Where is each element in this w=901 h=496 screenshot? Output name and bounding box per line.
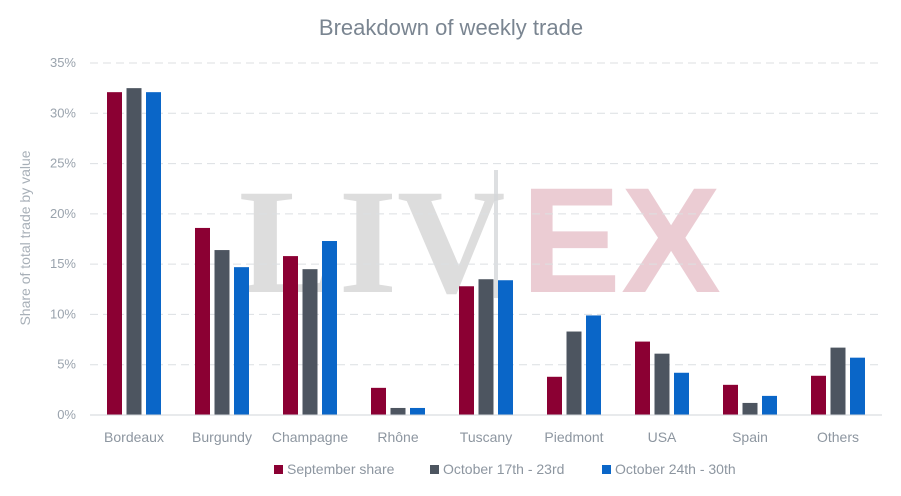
bar-champagne-series-1 [283, 256, 298, 415]
bar-usa-series-2 [654, 353, 670, 415]
bar-bordeaux-series-3 [146, 92, 161, 415]
bar-others-series-3 [850, 357, 865, 415]
bar-usa-series-3 [674, 372, 689, 415]
y-tick-label: 20% [50, 206, 76, 221]
y-axis-ticks: 0% 5% 10% 15% 20% 25% 30% 35% [50, 55, 76, 422]
x-category-label: Others [817, 429, 859, 445]
bar-rh-ne-series-2 [390, 407, 406, 415]
x-category-label: Spain [732, 429, 768, 445]
legend-swatch [602, 465, 611, 474]
y-tick-label: 0% [57, 407, 76, 422]
bar-bordeaux-series-1 [107, 92, 122, 415]
y-tick-label: 10% [50, 306, 76, 321]
bar-champagne-series-2 [302, 269, 318, 415]
legend-swatch [430, 465, 439, 474]
bar-piedmont-series-3 [586, 315, 601, 415]
y-tick-label: 15% [50, 256, 76, 271]
bar-burgundy-series-1 [195, 227, 210, 415]
x-axis-categories: Bordeaux Burgundy Champagne Rhône Tuscany Pie… [104, 429, 859, 445]
chart-title: Breakdown of weekly trade [319, 15, 583, 40]
bar-bordeaux-series-2 [126, 88, 142, 416]
y-tick-label: 35% [50, 55, 76, 70]
bar-piedmont-series-1 [547, 376, 562, 415]
x-category-label: USA [648, 429, 677, 445]
bar-spain-series-1 [723, 384, 738, 415]
bar-tuscany-series-1 [459, 286, 474, 415]
bar-spain-series-2 [742, 402, 758, 415]
legend-label: October 24th - 30th [615, 461, 736, 477]
bar-others-series-2 [830, 347, 846, 415]
bar-tuscany-series-2 [478, 279, 494, 415]
legend-label: September share [287, 461, 395, 477]
legend-swatch [274, 465, 283, 474]
y-tick-label: 30% [50, 105, 76, 120]
bars [107, 88, 865, 416]
legend: September share October 17th - 23rd Octobe… [274, 461, 736, 477]
watermark-divider [494, 170, 498, 298]
y-axis-label: Share of total trade by value [17, 150, 33, 325]
bar-burgundy-series-2 [214, 250, 230, 415]
bar-others-series-1 [811, 375, 826, 415]
y-tick-label: 25% [50, 156, 76, 171]
bar-spain-series-3 [762, 395, 777, 415]
watermark-ex: EX [521, 156, 721, 324]
x-category-label: Burgundy [192, 429, 252, 445]
bar-rh-ne-series-1 [371, 387, 386, 415]
bar-piedmont-series-2 [566, 331, 582, 415]
y-tick-label: 5% [57, 357, 76, 372]
bar-rh-ne-series-3 [410, 407, 425, 415]
x-category-label: Bordeaux [104, 429, 164, 445]
bar-tuscany-series-3 [498, 280, 513, 415]
bar-champagne-series-3 [322, 241, 337, 415]
bar-usa-series-1 [635, 341, 650, 415]
x-category-label: Rhône [377, 429, 418, 445]
legend-label: October 17th - 23rd [443, 461, 564, 477]
x-category-label: Champagne [272, 429, 348, 445]
bar-burgundy-series-3 [234, 267, 249, 415]
x-category-label: Tuscany [460, 429, 512, 445]
x-category-label: Piedmont [544, 429, 603, 445]
